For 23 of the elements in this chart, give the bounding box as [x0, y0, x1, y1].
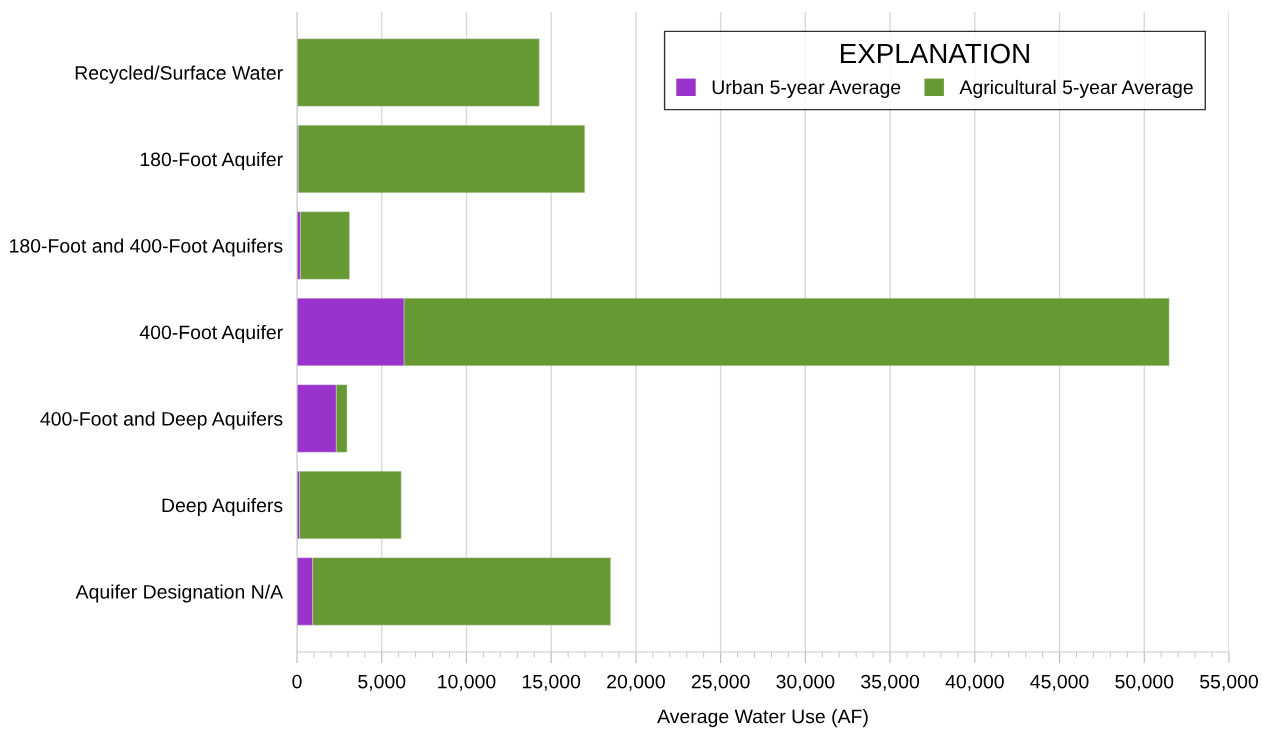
x-tick-label: 10,000 — [438, 674, 496, 691]
x-tick-label: 5,000 — [358, 674, 406, 691]
legend-label: Agricultural 5-year Average — [959, 79, 1193, 98]
y-tick-label: Deep Aquifers — [162, 497, 283, 517]
y-tick-label: 400-Foot and Deep Aquifers — [40, 411, 283, 430]
x-tick-label: 40,000 — [945, 674, 1004, 691]
y-tick-label: 400-Foot Aquifer — [139, 324, 283, 344]
y-tick-label: 180-Foot and 400-Foot Aquifers — [10, 238, 283, 257]
x-tick-label: 0 — [292, 674, 302, 689]
x-tick-label: 45,000 — [1030, 674, 1089, 691]
legend-label: Urban 5-year Average — [712, 79, 901, 98]
x-axis-title: Average Water Use (AF) — [657, 709, 868, 728]
legend-title: EXPLANATION — [840, 43, 1029, 64]
x-tick-label: 25,000 — [691, 674, 750, 691]
x-tick-label: 50,000 — [1115, 674, 1174, 691]
y-tick-label: Recycled/Surface Water — [75, 65, 283, 84]
y-tick-label: Aquifer Designation N/A — [75, 584, 284, 603]
x-tick-label: 15,000 — [522, 674, 581, 691]
y-tick-label: 180-Foot Aquifer — [140, 151, 283, 171]
x-tick-label: 35,000 — [861, 674, 920, 691]
x-tick-label: 20,000 — [607, 674, 665, 691]
x-tick-label: 30,000 — [776, 674, 835, 691]
x-tick-label: 55,000 — [1200, 674, 1258, 691]
